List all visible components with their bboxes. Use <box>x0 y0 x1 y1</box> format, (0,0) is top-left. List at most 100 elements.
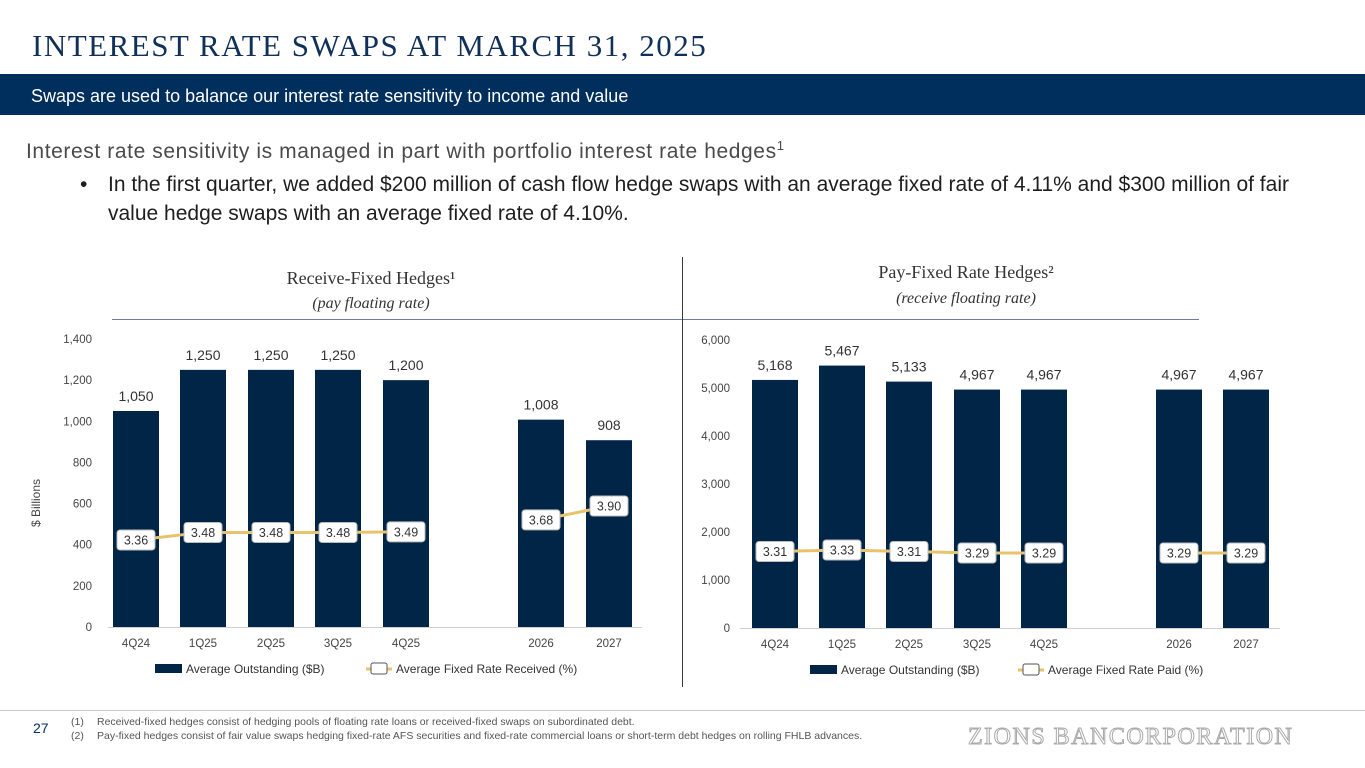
footnote-2-number: (2) <box>71 730 84 742</box>
zions-logo: ZIONS BANCORPORATION <box>967 724 1294 751</box>
right-bar-label-4Q24: 5,168 <box>757 357 792 373</box>
right-y-tick: 3,000 <box>701 479 730 491</box>
page-number: 27 <box>33 720 49 736</box>
right-y-tick: 4,000 <box>701 431 730 443</box>
left-legend-bar-swatch <box>155 664 182 673</box>
footnote-2-text: Pay-fixed hedges consist of fair value s… <box>97 730 863 742</box>
right-y-tick: 1,000 <box>701 575 730 587</box>
left-bar-label-4Q24: 1,050 <box>118 388 153 404</box>
right-x-tick-2027: 2027 <box>1233 639 1259 651</box>
left-rate-label-4Q24: 3.36 <box>124 534 148 548</box>
right-bar-label-4Q25: 4,967 <box>1026 367 1061 383</box>
right-x-tick-2Q25: 2Q25 <box>895 639 923 651</box>
right-legend-bar-label: Average Outstanding ($B) <box>841 663 980 677</box>
left-rate-label-box-3Q25 <box>318 521 358 543</box>
left-rate-label-2Q25: 3.48 <box>259 526 283 540</box>
right-rate-label-2027: 3.29 <box>1234 547 1258 561</box>
left-x-tick-1Q25: 1Q25 <box>189 638 217 650</box>
right-bar-1Q25 <box>819 365 865 628</box>
right-x-tick-1Q25: 1Q25 <box>828 639 856 651</box>
left-legend-line-marker <box>370 662 388 675</box>
left-rate-label-box-4Q24 <box>116 529 156 551</box>
left-bar-1Q25 <box>180 369 226 627</box>
left-rate-label-3Q25: 3.48 <box>326 526 350 540</box>
footnote-1-text: Received-fixed hedges consist of hedging… <box>97 716 635 728</box>
receive-fixed-chart: 0 200 400 600 800 1,000 1,200 1,400 $ Billions 1,… <box>29 334 642 676</box>
right-rate-label-box-1Q25 <box>822 539 862 561</box>
footnote-1: (1) Received-fixed hedges consist of hedg… <box>71 716 635 728</box>
left-bar-4Q24 <box>113 411 159 627</box>
left-rate-label-box-2027 <box>589 495 629 517</box>
chart-subtitle-receive-fixed: (pay floating rate) <box>312 295 430 312</box>
left-y-tick: 200 <box>73 581 92 593</box>
left-rate-label-box-2026 <box>521 509 561 531</box>
right-rate-label-box-3Q25 <box>957 542 997 564</box>
footnote-2: (2) Pay-fixed hedges consist of fair valu… <box>71 730 862 742</box>
left-y-tick: 400 <box>73 540 92 552</box>
left-rate-label-2026: 3.68 <box>529 513 553 527</box>
right-rate-label-1Q25: 3.33 <box>830 544 854 558</box>
right-bar-label-2026: 4,967 <box>1161 367 1196 383</box>
left-x-tick-3Q25: 3Q25 <box>324 638 352 650</box>
right-rate-label-4Q24: 3.31 <box>763 545 787 559</box>
right-x-tick-4Q24: 4Q24 <box>761 639 790 651</box>
bullet-mark: • <box>80 173 88 196</box>
right-rate-label-box-2Q25 <box>889 541 929 562</box>
right-bar-label-2027: 4,967 <box>1228 367 1263 383</box>
chart-title-receive-fixed: Receive-Fixed Hedges¹ <box>286 268 456 288</box>
footer-divider <box>0 710 1365 711</box>
right-y-tick: 2,000 <box>701 527 730 539</box>
left-bar-label-2027: 908 <box>597 417 621 433</box>
left-bar-label-2026: 1,008 <box>523 397 558 413</box>
banner-text: Swaps are used to balance our interest r… <box>31 86 629 106</box>
left-x-tick-2026: 2026 <box>528 638 554 650</box>
right-x-tick-3Q25: 3Q25 <box>963 639 991 651</box>
right-x-tick-4Q25: 4Q25 <box>1030 639 1058 651</box>
left-y-tick: 1,000 <box>63 416 92 428</box>
right-bar-label-1Q25: 5,467 <box>824 343 859 359</box>
right-bar-3Q25 <box>954 389 1000 628</box>
right-bar-4Q25 <box>1021 389 1067 628</box>
left-bar-4Q25 <box>383 380 429 627</box>
left-bar-2027 <box>586 440 632 627</box>
left-rate-label-box-2Q25 <box>251 521 291 543</box>
left-y-tick: 1,200 <box>63 375 92 387</box>
left-legend-line-label: Average Fixed Rate Received (%) <box>396 662 577 676</box>
left-bar-2Q25 <box>248 369 294 627</box>
left-y-axis-label: $ Billions <box>29 479 43 527</box>
right-rate-label-4Q25: 3.29 <box>1032 547 1056 561</box>
left-rate-label-2027: 3.90 <box>597 500 621 514</box>
right-bar-2027 <box>1223 389 1269 628</box>
right-bar-2026 <box>1156 389 1202 628</box>
headline-footnote-ref: 1 <box>776 138 785 153</box>
left-x-tick-4Q25: 4Q25 <box>392 638 420 650</box>
right-bar-label-2Q25: 5,133 <box>891 359 926 375</box>
right-rate-label-3Q25: 3.29 <box>965 547 989 561</box>
right-bar-4Q24 <box>752 379 798 628</box>
bullet-point: • In the first quarter, we added $200 mi… <box>80 170 1340 228</box>
right-rate-label-2026: 3.29 <box>1167 547 1191 561</box>
left-x-tick-4Q24: 4Q24 <box>122 638 151 650</box>
right-x-tick-2026: 2026 <box>1166 639 1192 651</box>
page-title: INTEREST RATE SWAPS AT MARCH 31, 2025 <box>32 28 708 63</box>
left-bar-label-2Q25: 1,250 <box>253 347 288 363</box>
left-bar-label-1Q25: 1,250 <box>185 347 220 363</box>
left-legend-bar-label: Average Outstanding ($B) <box>186 662 325 676</box>
bullet-text: In the first quarter, we added $200 mill… <box>108 173 1289 225</box>
right-bar-label-3Q25: 4,967 <box>959 367 994 383</box>
chart-subtitle-pay-fixed: (receive floating rate) <box>896 290 1036 307</box>
section-headline: Interest rate sensitivity is managed in … <box>26 138 785 164</box>
left-bar-3Q25 <box>315 369 361 627</box>
left-rate-label-4Q25: 3.49 <box>394 525 418 539</box>
right-y-tick: 5,000 <box>701 383 730 395</box>
left-x-tick-2027: 2027 <box>596 638 622 650</box>
right-y-tick: 6,000 <box>701 335 730 347</box>
left-rate-label-box-1Q25 <box>183 521 223 543</box>
right-rate-label-box-2027 <box>1226 542 1266 564</box>
left-bar-label-3Q25: 1,250 <box>320 347 355 363</box>
chart-vertical-divider <box>682 257 683 687</box>
right-bar-2Q25 <box>886 381 932 628</box>
left-rate-label-1Q25: 3.48 <box>191 526 215 540</box>
left-y-tick: 800 <box>73 457 92 469</box>
left-bar-label-4Q25: 1,200 <box>388 357 423 373</box>
